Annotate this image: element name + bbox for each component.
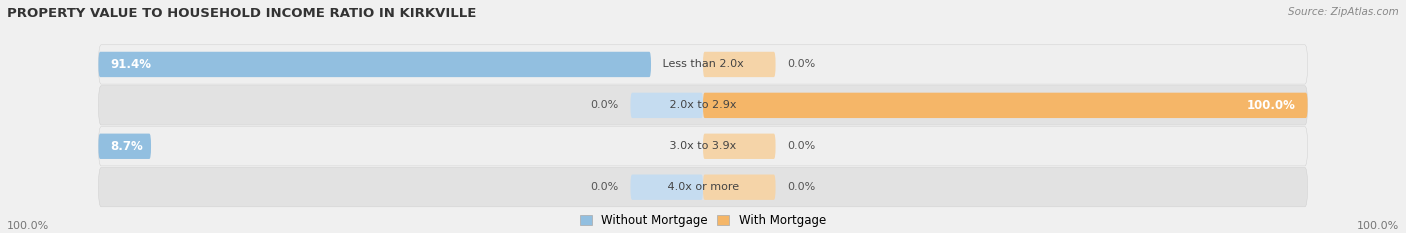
FancyBboxPatch shape [630,175,703,200]
Text: 0.0%: 0.0% [591,100,619,110]
FancyBboxPatch shape [703,175,776,200]
Text: 0.0%: 0.0% [787,59,815,69]
Text: PROPERTY VALUE TO HOUSEHOLD INCOME RATIO IN KIRKVILLE: PROPERTY VALUE TO HOUSEHOLD INCOME RATIO… [7,7,477,20]
Text: 100.0%: 100.0% [1357,221,1399,231]
FancyBboxPatch shape [98,168,1308,207]
Text: 100.0%: 100.0% [7,221,49,231]
FancyBboxPatch shape [703,52,776,77]
FancyBboxPatch shape [703,93,1308,118]
Text: 100.0%: 100.0% [1247,99,1295,112]
Text: 0.0%: 0.0% [787,141,815,151]
FancyBboxPatch shape [98,86,1308,125]
FancyBboxPatch shape [703,134,776,159]
FancyBboxPatch shape [98,52,651,77]
Text: Source: ZipAtlas.com: Source: ZipAtlas.com [1288,7,1399,17]
FancyBboxPatch shape [98,127,1308,166]
FancyBboxPatch shape [98,134,150,159]
FancyBboxPatch shape [630,93,703,118]
Text: 8.7%: 8.7% [111,140,143,153]
Text: Less than 2.0x: Less than 2.0x [659,59,747,69]
Text: 3.0x to 3.9x: 3.0x to 3.9x [666,141,740,151]
Text: 91.4%: 91.4% [111,58,152,71]
FancyBboxPatch shape [98,45,1308,84]
Text: 0.0%: 0.0% [591,182,619,192]
Text: 0.0%: 0.0% [787,182,815,192]
Text: 4.0x or more: 4.0x or more [664,182,742,192]
Text: 2.0x to 2.9x: 2.0x to 2.9x [666,100,740,110]
Legend: Without Mortgage, With Mortgage: Without Mortgage, With Mortgage [575,209,831,232]
